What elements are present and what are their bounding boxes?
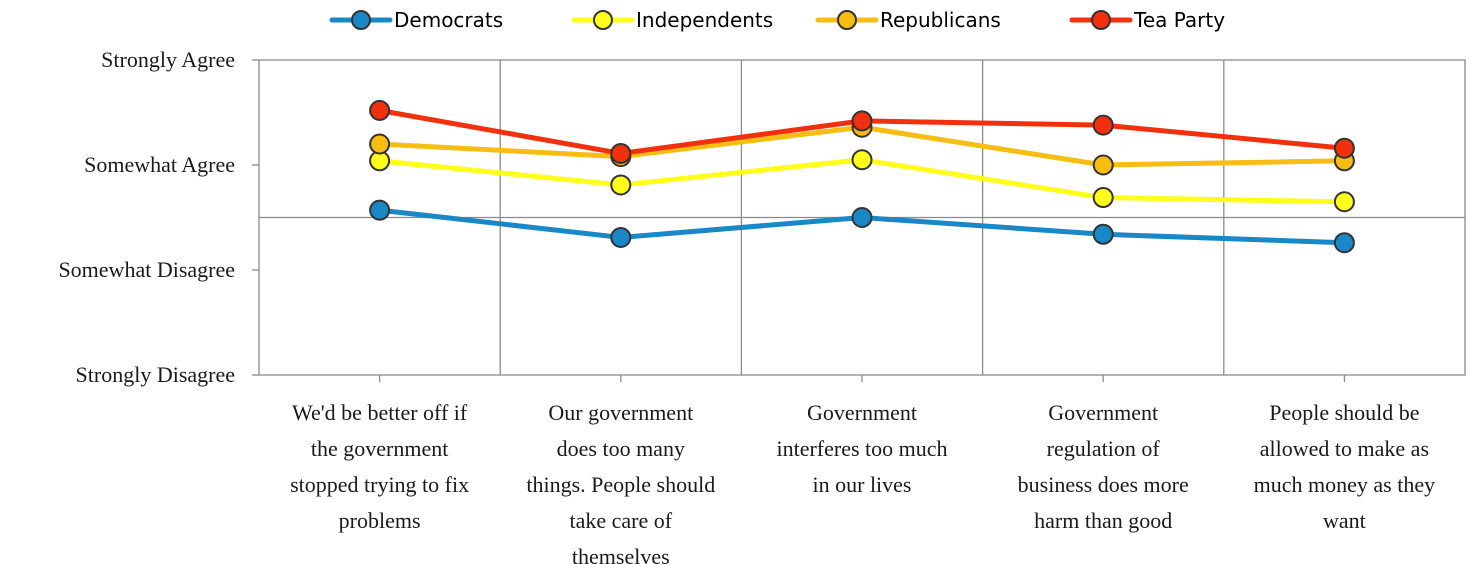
x-category-label: We'd be better off if the government stopp… xyxy=(290,400,469,533)
x-category-label-line: things. People should xyxy=(526,472,715,497)
x-category-label: Our government does too many things. Peopl… xyxy=(526,400,715,564)
x-category-label-line: problems xyxy=(339,508,421,533)
x-category-label-line: take care of xyxy=(570,508,673,533)
data-point-independents xyxy=(1092,187,1114,209)
data-point-democrats xyxy=(1333,232,1355,254)
series-layer xyxy=(369,99,1355,254)
x-category-label-line: does too many xyxy=(557,436,685,461)
legend-label-republicans: Republicans xyxy=(880,8,1001,32)
data-point-independents xyxy=(610,174,632,196)
y-tick-label: Somewhat Disagree xyxy=(58,257,235,282)
x-category-label-line: business does more xyxy=(1018,472,1189,497)
legend-label-democrats: Democrats xyxy=(394,8,503,32)
data-point-democrats xyxy=(610,226,632,248)
legend-item-democrats: Democrats xyxy=(329,8,503,32)
legend-item-republicans: Republicans xyxy=(815,8,1001,32)
data-point-tea-party xyxy=(1333,137,1355,159)
data-point-democrats xyxy=(851,207,873,228)
legend-marker-independents xyxy=(593,10,613,30)
x-category-label-line: want xyxy=(1323,508,1366,533)
legend-marker-republicans xyxy=(837,10,857,30)
data-point-tea-party xyxy=(851,110,873,132)
x-category-label-line: allowed to make as xyxy=(1260,436,1429,461)
x-category-label-line: Our government xyxy=(548,400,693,425)
x-category-label-line: regulation of xyxy=(1047,436,1161,461)
x-category-label-line: in our lives xyxy=(813,472,912,497)
data-point-republicans xyxy=(1092,154,1114,176)
x-category-label-line: People should be xyxy=(1269,400,1419,425)
data-point-democrats xyxy=(1092,223,1114,245)
legend-item-tea-party: Tea Party xyxy=(1069,8,1225,32)
x-category-label: Government regulation of business does mor… xyxy=(1018,400,1189,533)
data-point-democrats xyxy=(369,199,391,221)
legend-label-independents: Independents xyxy=(636,8,773,32)
y-tick-label: Somewhat Agree xyxy=(84,152,235,177)
x-category-label-line: We'd be better off if xyxy=(292,400,468,425)
x-category-label: People should be allowed to make as much m… xyxy=(1254,400,1435,533)
x-axis: We'd be better off if the government stopp… xyxy=(290,375,1435,564)
legend: Democrats Independents Republicans Tea Part… xyxy=(329,8,1225,32)
x-category-label-line: much money as they xyxy=(1254,472,1435,497)
x-category-label-line: the government xyxy=(311,436,448,461)
x-category-label: Government interferes too much in our live… xyxy=(776,400,947,497)
data-point-tea-party xyxy=(369,99,391,121)
x-category-label-line: themselves xyxy=(572,544,670,564)
x-category-label-line: Government xyxy=(807,400,917,425)
x-category-label-line: interferes too much xyxy=(776,436,947,461)
data-point-republicans xyxy=(369,133,391,155)
legend-marker-tea-party xyxy=(1091,10,1111,30)
x-category-label-line: stopped trying to fix xyxy=(290,472,469,497)
x-category-label-line: Government xyxy=(1048,400,1158,425)
data-point-tea-party xyxy=(1092,114,1114,136)
legend-item-independents: Independents xyxy=(571,8,773,32)
y-tick-label: Strongly Disagree xyxy=(76,362,235,387)
legend-marker-democrats xyxy=(351,10,371,30)
data-point-independents xyxy=(1333,191,1355,213)
data-point-tea-party xyxy=(610,142,632,164)
data-point-independents xyxy=(851,149,873,171)
y-axis: Strongly Agree Somewhat Agree Somewhat Dis… xyxy=(58,47,259,387)
y-tick-label: Strongly Agree xyxy=(101,47,235,72)
x-category-label-line: harm than good xyxy=(1034,508,1172,533)
legend-label-tea-party: Tea Party xyxy=(1133,8,1225,32)
